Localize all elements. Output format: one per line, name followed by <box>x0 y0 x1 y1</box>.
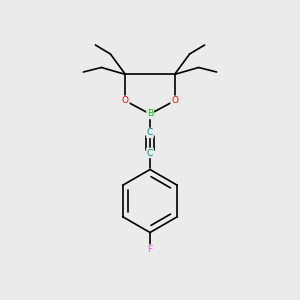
Text: O: O <box>171 96 178 105</box>
Text: F: F <box>147 245 153 254</box>
Text: O: O <box>122 96 129 105</box>
Text: C: C <box>147 148 153 158</box>
Text: C: C <box>147 128 153 137</box>
Text: B: B <box>147 110 153 118</box>
